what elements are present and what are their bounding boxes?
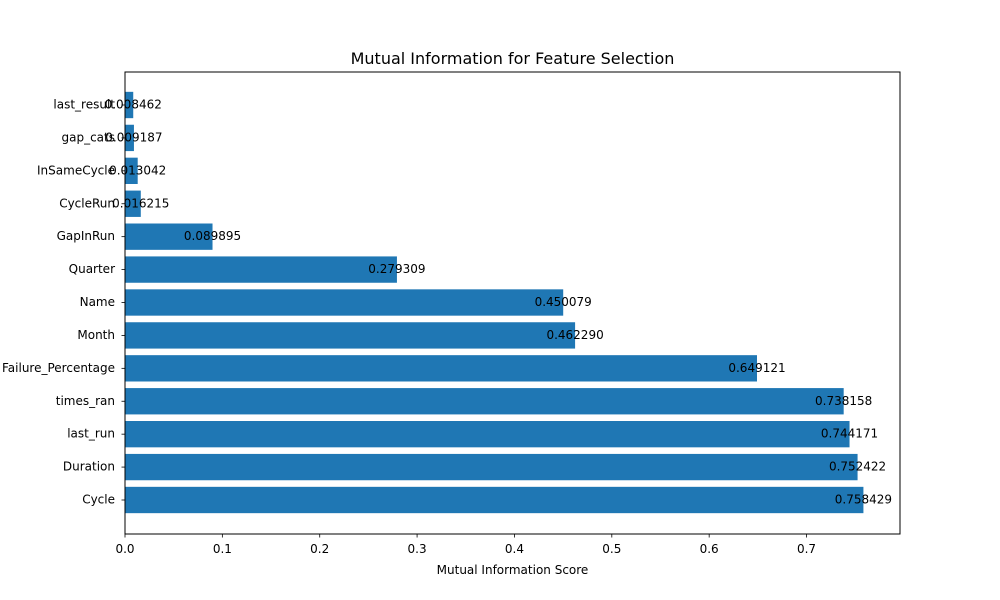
y-axis-ticks: Cycle Duration last_run times_ran Failure_Pe…: [2, 98, 125, 507]
bar-Name: [125, 289, 564, 316]
y-tick-label-GapInRun: GapInRun: [57, 229, 115, 243]
bar-CycleRun: [125, 190, 141, 217]
bar-Month: [125, 322, 576, 349]
chart-title: Mutual Information for Feature Selection: [351, 49, 675, 68]
data-label-Duration: 0.752422: [829, 460, 886, 474]
bar-last_run: [125, 421, 850, 448]
y-tick-label-Name: Name: [80, 295, 115, 309]
x-tick-label: 0.1: [213, 542, 232, 556]
data-label-Quarter: 0.279309: [368, 262, 425, 276]
data-label-Failure_Percentage: 0.649121: [728, 361, 785, 375]
y-tick-label-Duration: Duration: [63, 460, 115, 474]
data-labels-layer: 0.758429 0.752422 0.744171 0.738158 0.649121…: [105, 98, 892, 507]
plot-frame: [124, 71, 901, 535]
bar-gap_cats: [125, 124, 134, 152]
bars-layer: [125, 91, 864, 514]
data-label-CycleRun: 0.016215: [112, 196, 169, 210]
x-axis-ticks: 0.0 0.1 0.2 0.3 0.4 0.5 0.6 0.7: [115, 534, 816, 556]
bar-GapInRun: [125, 223, 213, 250]
bar-InSameCycle: [125, 157, 138, 184]
bar-Cycle: [125, 486, 864, 514]
y-tick-label-times_ran: times_ran: [56, 394, 115, 408]
x-tick-label: 0.4: [505, 542, 524, 556]
data-label-InSameCycle: 0.013042: [109, 163, 166, 177]
y-tick-label-Failure_Percentage: Failure_Percentage: [2, 361, 115, 375]
data-label-Cycle: 0.758429: [835, 493, 892, 507]
bar-times_ran: [125, 388, 844, 415]
x-tick-label: 0.5: [602, 542, 621, 556]
y-tick-label-Quarter: Quarter: [69, 262, 115, 276]
data-label-last_result: 0.008462: [105, 98, 162, 112]
y-tick-label-gap_cats: gap_cats: [62, 130, 116, 144]
data-label-last_run: 0.744171: [821, 427, 878, 441]
y-tick-label-CycleRun: CycleRun: [59, 196, 115, 210]
x-tick-label: 0.3: [408, 542, 427, 556]
y-tick-label-Cycle: Cycle: [82, 493, 115, 507]
y-tick-label-last_result: last_result: [53, 98, 115, 112]
x-tick-label: 0.6: [700, 542, 719, 556]
bar-Duration: [125, 453, 858, 481]
x-tick-label: 0.7: [797, 542, 816, 556]
bar-Quarter: [125, 256, 397, 283]
data-label-Month: 0.462290: [546, 328, 603, 342]
data-label-gap_cats: 0.009187: [105, 130, 162, 144]
y-tick-label-InSameCycle: InSameCycle: [37, 163, 115, 177]
bar-last_result: [125, 91, 134, 119]
bar-Failure_Percentage: [125, 355, 757, 382]
x-axis-label: Mutual Information Score: [437, 563, 589, 577]
data-label-Name: 0.450079: [535, 295, 592, 309]
data-label-times_ran: 0.738158: [815, 394, 872, 408]
x-tick-label: 0.0: [115, 542, 134, 556]
x-tick-label: 0.2: [310, 542, 329, 556]
y-tick-label-last_run: last_run: [67, 427, 115, 441]
data-label-GapInRun: 0.089895: [184, 229, 241, 243]
y-tick-label-Month: Month: [77, 328, 115, 342]
